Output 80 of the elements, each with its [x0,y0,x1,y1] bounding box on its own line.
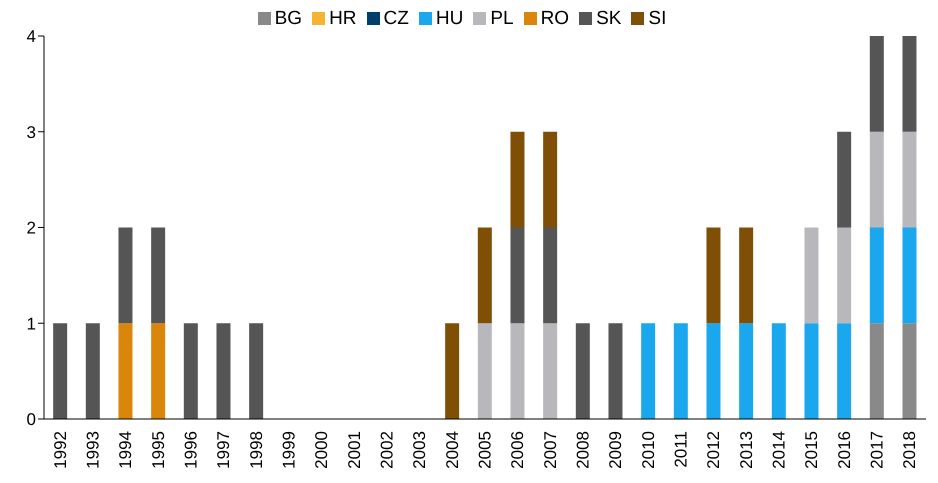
bar [674,323,688,419]
bar [478,323,492,419]
bar [510,323,524,419]
legend-label: HR [329,8,357,29]
x-tick-label: 2004 [442,431,462,469]
x-tick-label: 2006 [508,431,528,469]
x-tick-label: 1992 [50,431,70,469]
bar [772,323,786,419]
x-tick-label: 1994 [116,431,136,469]
x-tick-label: 2010 [638,431,658,469]
x-tick-label: 1996 [182,431,200,469]
bar [870,36,884,132]
x-tick-label: 1999 [280,431,298,469]
bar [510,132,524,228]
bar [543,323,558,419]
x-tick-label: 2002 [378,431,396,469]
x-tick-label: 2011 [672,431,690,468]
bar [739,228,754,324]
x-tick-label: 1998 [246,431,266,469]
legend-label: BG [274,8,302,29]
bar [249,323,264,419]
legend-label: HU [436,8,464,29]
bar [641,323,656,419]
x-tick-label: 2009 [606,431,626,469]
bar [608,323,622,419]
bar [902,36,916,132]
x-tick-label: 2008 [574,431,592,469]
bar [870,132,884,228]
bar [804,228,818,324]
bar [870,228,884,324]
bar [837,132,852,228]
bar [151,323,166,419]
y-tick-label: 3 [26,122,36,142]
bar [902,132,916,228]
y-tick-label: 0 [26,410,36,430]
x-tick-label: 2014 [770,431,788,469]
x-tick-label: 2017 [868,431,886,469]
bar [118,323,132,419]
legend-label: RO [540,8,570,29]
bar [53,323,68,419]
x-tick-label: 2001 [344,431,364,469]
bar [118,228,132,324]
y-tick-label: 4 [26,27,36,46]
legend-label: CZ [384,8,409,29]
x-tick-label: 2005 [476,431,494,469]
bar [184,323,198,419]
x-tick-label: 1995 [148,431,168,469]
bar [706,323,720,419]
x-tick-label: 2007 [540,431,560,469]
bar [151,228,166,324]
bar [706,228,720,324]
bar [543,228,558,324]
x-tick-label: 2018 [900,431,920,469]
y-tick-label: 1 [26,314,36,334]
legend-label: PL [490,8,514,29]
x-tick-label: 1997 [214,431,234,469]
bar [870,323,884,419]
x-tick-label: 2003 [410,431,430,469]
bar [445,323,460,419]
legend-label: SI [648,8,666,29]
x-tick-label: 2013 [736,431,756,469]
bar [543,132,558,228]
bar [576,323,590,419]
x-tick-label: 2000 [312,431,332,469]
x-tick-label: 2016 [834,431,854,469]
bar [902,228,916,324]
x-tick-label: 2012 [704,431,724,469]
bar [216,323,230,419]
bar [902,323,916,419]
bar [510,228,524,324]
bar [739,323,754,419]
x-tick-label: 2015 [802,431,822,469]
y-tick-label: 2 [26,218,36,238]
bar [478,228,492,324]
legend-label: SK [596,8,622,29]
bar [837,228,852,324]
bar [86,323,100,419]
bar [837,323,852,419]
x-tick-label: 1993 [84,431,102,469]
bar [804,323,818,419]
